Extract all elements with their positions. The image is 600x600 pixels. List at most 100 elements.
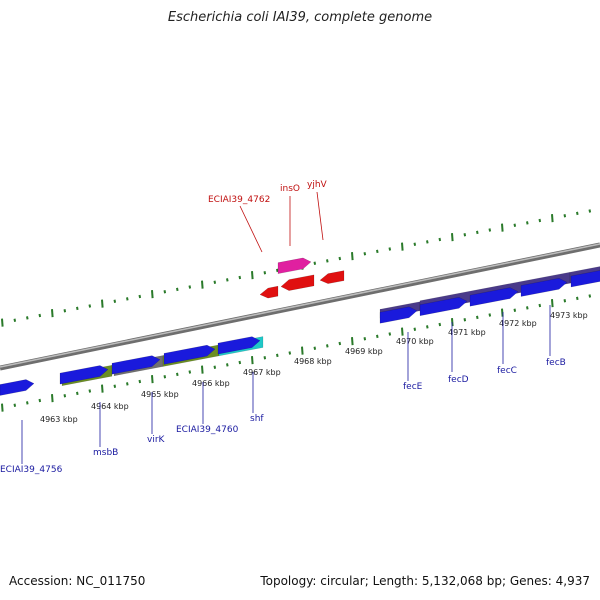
upper-ring-tick [426, 240, 429, 244]
upper-ring-tick [551, 214, 554, 223]
topology-value: circular [320, 574, 365, 588]
upper-tick-ring [1, 209, 592, 327]
gene-label[interactable]: shf [250, 414, 264, 424]
upper-ring-tick [176, 287, 179, 292]
upper-ring-tick [163, 290, 167, 294]
upper-ring-tick [476, 230, 479, 235]
upper-ring-tick [276, 268, 279, 273]
lower-ring-tick [151, 375, 154, 384]
scale-label: 4970 kbp [396, 337, 434, 346]
forward-gene-arrow [469, 287, 519, 307]
forward-gene-arrow [217, 336, 261, 355]
upper-ring-tick [351, 252, 354, 261]
backbone-highlight [0, 243, 600, 368]
lower-ring-tick [538, 303, 542, 308]
lower-ring-tick [513, 308, 517, 312]
topology-label: Topology: [260, 574, 317, 588]
lower-ring-tick [463, 318, 467, 322]
upper-ring-tick [201, 280, 204, 289]
lower-ring-tick [438, 322, 442, 327]
forward-gene-arrow [59, 365, 109, 385]
upper-ring-tick [38, 313, 42, 318]
lower-ring-tick [338, 341, 342, 346]
lower-ring-tick [526, 306, 529, 310]
upper-ring-tick [238, 275, 242, 280]
scale-label: 4971 kbp [448, 328, 486, 337]
lower-ring-tick [163, 375, 167, 379]
upper-ring-tick [263, 271, 267, 275]
accession-value: NC_011750 [76, 574, 146, 588]
lower-ring-tick [313, 346, 317, 350]
upper-ring-tick [26, 316, 29, 320]
lower-ring-tick [226, 363, 229, 367]
gene-label[interactable]: fecB [546, 358, 566, 368]
upper-ring-tick [151, 290, 154, 299]
upper-ring-tick [63, 309, 67, 313]
lower-ring-tick [138, 379, 142, 384]
upper-ring-tick [363, 252, 367, 256]
lower-ring-tick [488, 313, 492, 317]
upper-ring-tick [463, 233, 467, 237]
lower-ring-tick [363, 337, 367, 341]
upper-ring-tick [388, 247, 392, 251]
lower-ring-tick [76, 391, 79, 396]
upper-ring-tick [563, 214, 567, 218]
lower-ring-tick [301, 346, 304, 355]
upper-ring-tick [576, 211, 579, 216]
lower-ring-tick [388, 332, 392, 336]
forward-gene-arrow [163, 344, 216, 365]
upper-ring-tick [588, 209, 592, 213]
reverse-gene-arrow [259, 285, 279, 299]
gene-label[interactable]: fecE [403, 382, 423, 392]
label-layer: 4963 kbp 4964 kbp 4965 kbp 4966 kbp 4967 kbp… [0, 180, 588, 475]
reverse-gene-arrow [319, 270, 345, 284]
lower-ring-tick [13, 403, 17, 407]
lower-ring-tick [426, 325, 429, 329]
upper-ring-tick [526, 221, 529, 225]
lower-ring-tick [188, 370, 192, 374]
lower-ring-tick [401, 327, 404, 336]
scale-label: 4966 kbp [192, 379, 230, 388]
genes-label: Genes: [509, 574, 552, 588]
gene-label[interactable]: insO [280, 184, 300, 194]
lower-ring-tick [51, 394, 54, 403]
lower-ring-tick [176, 372, 179, 377]
upper-ring-tick [1, 318, 4, 327]
forward-gene-arrow [379, 306, 418, 324]
lower-ring-tick [213, 365, 217, 369]
gene-label[interactable]: fecC [497, 366, 517, 376]
scale-label: 4972 kbp [499, 319, 537, 328]
gene-label[interactable]: virK [147, 435, 166, 445]
lower-ring-tick [238, 360, 242, 365]
upper-ring-tick [188, 285, 192, 289]
lower-ring-tick [101, 384, 104, 393]
gene-label[interactable]: msbB [93, 448, 118, 458]
gene-label[interactable]: fecD [448, 375, 469, 385]
scale-label: 4969 kbp [345, 347, 383, 356]
upper-ring-tick [413, 242, 417, 246]
reverse-gene-arrow [280, 274, 315, 291]
upper-ring-tick [51, 309, 54, 318]
lower-ring-tick [88, 389, 92, 393]
length-label: Length: [372, 574, 419, 588]
lower-ring-tick [376, 334, 379, 339]
gene-label[interactable]: yjhV [307, 180, 328, 190]
upper-ring-tick [401, 242, 404, 251]
scale-label: 4973 kbp [550, 311, 588, 320]
gene-label[interactable]: ECIAI39_4762 [208, 195, 270, 205]
lower-ring-tick [576, 296, 579, 301]
upper-ring-tick [126, 297, 129, 301]
forward-gene-arrow [570, 270, 600, 288]
lower-ring-tick [276, 353, 279, 358]
lower-ring-tick [263, 356, 267, 360]
genome-backbone [0, 242, 600, 371]
upper-ring-tick [501, 223, 504, 232]
forward-gene-arrow [111, 355, 161, 375]
scale-label: 4968 kbp [294, 357, 332, 366]
scale-label: 4965 kbp [141, 390, 179, 399]
gene-label[interactable]: ECIAI39_4756 [0, 465, 63, 475]
upper-ring-tick [88, 304, 92, 308]
length-value: 5,132,068 bp [421, 574, 502, 588]
gene-label[interactable]: ECIAI39_4760 [176, 425, 239, 435]
upper-ring-tick [451, 233, 454, 242]
